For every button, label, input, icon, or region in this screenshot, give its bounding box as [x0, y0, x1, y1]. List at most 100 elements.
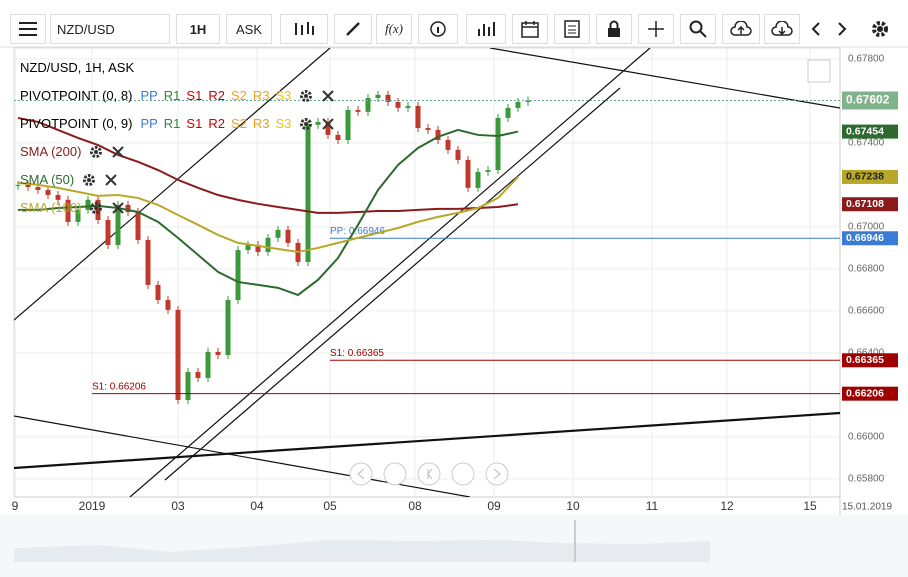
- pivot-name: PIVOTPOINT (0, 9): [20, 116, 133, 131]
- candle: [465, 159, 471, 188]
- upload-button[interactable]: [722, 14, 760, 44]
- zoom-button[interactable]: [680, 14, 716, 44]
- pivot-item: R3: [252, 116, 270, 131]
- next-button[interactable]: [830, 14, 854, 44]
- candle: [415, 105, 421, 129]
- pivot-item: S1: [186, 116, 203, 131]
- y-tick-label: 0.66000: [848, 432, 885, 443]
- sma-name: SMA (200): [20, 144, 82, 159]
- remove-icon[interactable]: [321, 89, 335, 103]
- trend-line: [14, 415, 471, 497]
- pivot-item: R3: [252, 88, 270, 103]
- y-tick-label: 0.66400: [848, 348, 885, 359]
- lock-button[interactable]: [596, 14, 632, 44]
- pivot-item: S2: [230, 116, 247, 131]
- settings-icon[interactable]: [89, 145, 103, 159]
- candle: [255, 244, 261, 252]
- legend-row: SMA (200): [20, 138, 335, 166]
- y-tick-label: 0.66800: [848, 264, 885, 275]
- x-tick-label: 03: [171, 499, 185, 513]
- pivot-item: R2: [208, 116, 225, 131]
- remove-icon[interactable]: [321, 117, 335, 131]
- candle: [395, 101, 401, 108]
- y-tick-label: 0.67400: [848, 138, 885, 149]
- price-box: [842, 124, 898, 139]
- legend: NZD/USD, 1H, ASK PIVOTPOINT (0, 8) PP R1 S1 R…: [20, 54, 335, 222]
- candle: [505, 107, 511, 118]
- x-tick-label: 9: [12, 499, 19, 513]
- interval-select[interactable]: 1H: [176, 14, 220, 44]
- settings-icon[interactable]: [82, 173, 96, 187]
- formula: f(x): [384, 21, 404, 36]
- candle: [495, 117, 501, 171]
- price-box: [842, 353, 898, 368]
- price-label: 0.66365: [846, 354, 884, 366]
- download-button[interactable]: [764, 14, 800, 44]
- price-label: 0.67602: [846, 93, 890, 107]
- candle: [365, 97, 371, 112]
- pivot-item: S1: [186, 88, 203, 103]
- info-button[interactable]: [418, 14, 458, 44]
- pivot-item: R1: [163, 116, 181, 131]
- pivot-item: R1: [163, 88, 181, 103]
- candle: [425, 128, 431, 130]
- pivot-items: PP R1 S1 R2 S2 R3 S3: [140, 82, 291, 110]
- candle: [165, 300, 171, 310]
- formula-button[interactable]: f(x): [376, 14, 412, 44]
- candle: [475, 171, 481, 188]
- candle: [445, 139, 451, 150]
- pivot-items: PP R1 S1 R2 S2 R3 S3: [140, 110, 291, 138]
- settings-icon[interactable]: [89, 201, 103, 215]
- remove-icon[interactable]: [111, 201, 125, 215]
- settings-button[interactable]: [864, 14, 896, 44]
- report-button[interactable]: [554, 14, 590, 44]
- price-label: 0.66206: [846, 387, 884, 399]
- remove-icon[interactable]: [111, 145, 125, 159]
- candle: [215, 351, 221, 356]
- level-label: S1: 0.66365: [330, 348, 384, 359]
- candle: [245, 244, 251, 251]
- x-tick-label: 08: [408, 499, 422, 513]
- x-tick-label: 09: [487, 499, 501, 513]
- candle: [455, 149, 461, 160]
- legend-row: PIVOTPOINT (0, 9) PP R1 S1 R2 S2 R3 S3: [20, 110, 335, 138]
- calendar-button[interactable]: [512, 14, 548, 44]
- pivot-item: S3: [275, 116, 292, 131]
- draw-button[interactable]: [334, 14, 372, 44]
- y-tick-label: 0.66600: [848, 306, 885, 317]
- level-label: PP: 0.66946: [330, 226, 385, 237]
- symbol-select[interactable]: NZD/USD: [50, 14, 170, 44]
- candle: [485, 170, 491, 172]
- price-label: 0.67108: [846, 198, 884, 210]
- indicators-button[interactable]: [466, 14, 506, 44]
- menu-button[interactable]: [10, 14, 46, 44]
- prev-button[interactable]: [804, 14, 828, 44]
- y-tick-label: 0.67000: [848, 222, 885, 233]
- remove-icon[interactable]: [104, 173, 118, 187]
- candle: [175, 309, 181, 400]
- interval: 1H: [189, 21, 207, 37]
- chart-type-button[interactable]: [280, 14, 328, 44]
- x-tick-label: 12: [720, 499, 734, 513]
- candle: [185, 372, 191, 400]
- navigator-area: [14, 540, 710, 562]
- nav-buttons: [349, 462, 509, 486]
- x-tick-label: 2019: [79, 499, 106, 513]
- x-tick-label: 04: [250, 499, 264, 513]
- candle: [355, 109, 361, 112]
- settings-icon[interactable]: [299, 89, 313, 103]
- price-box: [842, 169, 898, 184]
- settings-icon[interactable]: [299, 117, 313, 131]
- candle: [515, 101, 521, 108]
- side-select[interactable]: ASK: [226, 14, 272, 44]
- candle: [105, 219, 111, 245]
- side: ASK: [235, 21, 262, 37]
- x-tick-label: 05: [323, 499, 337, 513]
- candle: [225, 300, 231, 356]
- price-box: [842, 386, 898, 401]
- legend-row: SMA (50): [20, 166, 335, 194]
- legend-row: PIVOTPOINT (0, 8) PP R1 S1 R2 S2 R3 S3: [20, 82, 335, 110]
- price-label: 0.67454: [846, 125, 884, 137]
- crosshair-button[interactable]: [638, 14, 674, 44]
